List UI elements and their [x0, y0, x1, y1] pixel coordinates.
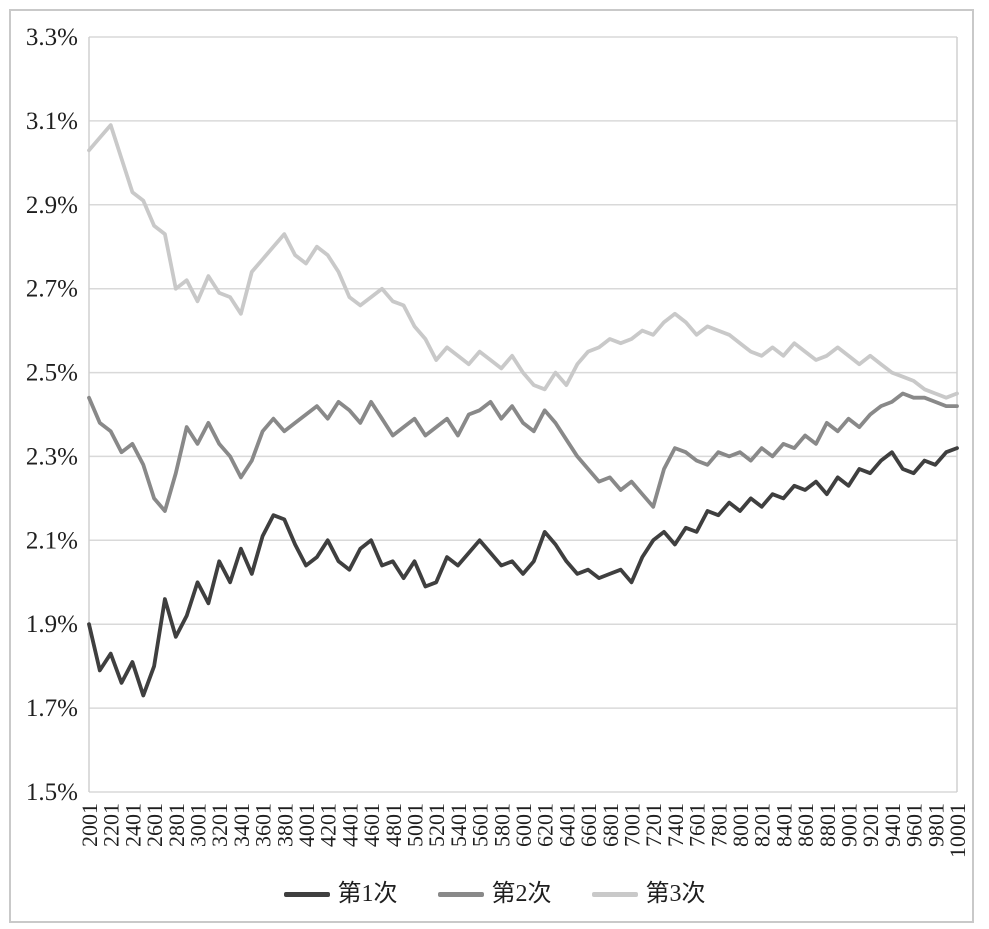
- x-axis-tick-label: 4801: [381, 803, 406, 847]
- x-axis-tick-label: 9801: [923, 803, 948, 847]
- x-axis-tick-label: 5201: [424, 803, 449, 847]
- x-axis-tick-label: 7201: [641, 803, 666, 847]
- x-axis-tick-label: 9001: [837, 803, 862, 847]
- y-axis-tick-label: 2.3%: [26, 443, 78, 470]
- x-axis-tick-label: 8601: [793, 803, 818, 847]
- legend-swatch-icon: [283, 891, 330, 897]
- series-line-1: [87, 446, 959, 698]
- y-axis-tick-label: 2.9%: [26, 192, 78, 219]
- x-axis-tick-label: 4401: [337, 803, 362, 847]
- series-line-2: [87, 391, 959, 513]
- x-axis-tick-label: 2601: [142, 803, 167, 847]
- x-axis-tick-label: 9401: [880, 803, 905, 847]
- x-axis-tick-label: 9601: [902, 803, 927, 847]
- x-axis-tick-label: 8001: [728, 803, 753, 847]
- x-axis-tick-label: 3201: [207, 803, 232, 847]
- y-axis-tick-label: 2.7%: [26, 276, 78, 303]
- x-axis-tick-label: 3801: [272, 803, 297, 847]
- series-line-3: [87, 123, 959, 400]
- x-axis-tick-label: 3601: [251, 803, 276, 847]
- y-axis-tick-label: 3.3%: [26, 24, 78, 51]
- y-axis-tick-label: 2.1%: [26, 527, 78, 554]
- x-axis-tick-label: 7801: [706, 803, 731, 847]
- legend-label: 第3次: [645, 881, 706, 907]
- y-axis-tick-label: 1.7%: [26, 695, 78, 722]
- x-axis-tick-label: 5001: [403, 803, 428, 847]
- legend-swatch-icon: [591, 891, 638, 897]
- y-axis-tick-label: 1.9%: [26, 611, 78, 638]
- x-axis-tick-label: 10001: [945, 803, 970, 858]
- legend-item-1: 第1次: [283, 881, 398, 907]
- x-axis-tick-label: 2201: [99, 803, 124, 847]
- y-axis-tick-label: 1.5%: [26, 779, 78, 806]
- x-axis-tick-label: 4201: [316, 803, 341, 847]
- x-axis-tick-label: 2401: [120, 803, 145, 847]
- x-axis-tick-label: 7401: [663, 803, 688, 847]
- x-axis-tick-label: 6601: [576, 803, 601, 847]
- x-axis-tick-label: 2001: [77, 803, 102, 847]
- x-axis-tick-label: 6401: [554, 803, 579, 847]
- x-axis-tick-label: 3001: [186, 803, 211, 847]
- legend-item-3: 第3次: [591, 881, 706, 907]
- legend-item-2: 第2次: [437, 881, 552, 907]
- x-axis-tick-label: 8801: [815, 803, 840, 847]
- y-axis-tick-label: 3.1%: [26, 108, 78, 135]
- x-axis-tick-label: 8201: [750, 803, 775, 847]
- x-axis-tick-label: 8401: [771, 803, 796, 847]
- x-axis-tick-label: 3401: [229, 803, 254, 847]
- x-axis-tick-label: 7601: [685, 803, 710, 847]
- x-axis-tick-label: 6001: [511, 803, 536, 847]
- x-axis-tick-label: 5601: [468, 803, 493, 847]
- legend-label: 第1次: [337, 881, 398, 907]
- x-axis-tick-label: 9201: [858, 803, 883, 847]
- legend-swatch-icon: [437, 891, 484, 897]
- legend: 第1次 第2次 第3次: [0, 876, 989, 912]
- x-axis-tick-label: 4001: [294, 803, 319, 847]
- y-axis-tick-label: 2.5%: [26, 360, 78, 387]
- x-axis-tick-label: 5401: [446, 803, 471, 847]
- x-axis-tick-label: 6201: [533, 803, 558, 847]
- x-axis-tick-label: 5801: [489, 803, 514, 847]
- x-axis-tick-label: 2801: [164, 803, 189, 847]
- legend-label: 第2次: [491, 881, 552, 907]
- x-axis-tick-label: 4601: [359, 803, 384, 847]
- x-axis-tick-label: 7001: [620, 803, 645, 847]
- x-axis-tick-label: 6801: [598, 803, 623, 847]
